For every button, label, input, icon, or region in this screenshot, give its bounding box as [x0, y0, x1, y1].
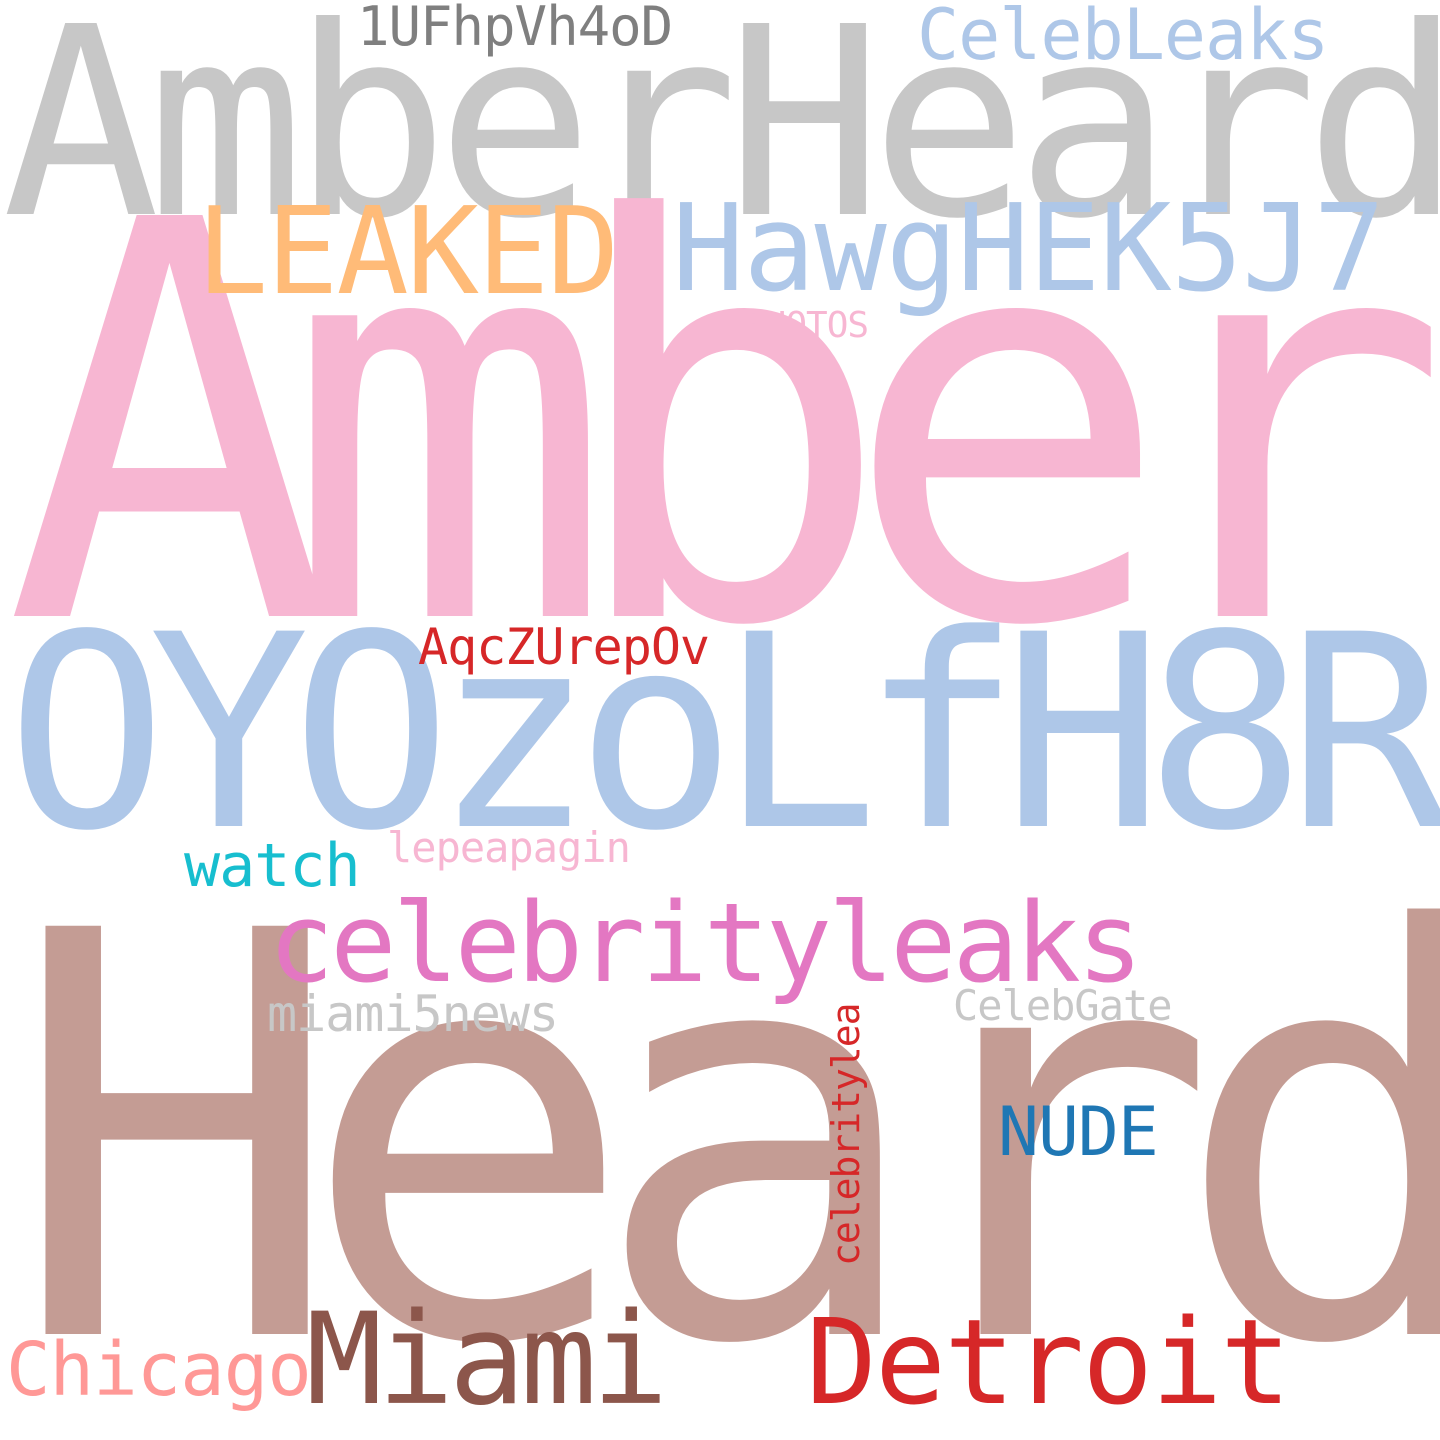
word-oyozolfh8r: OYOzoLfH8R: [6, 578, 1440, 890]
word-aqczurepov: AqcZUrepOv: [418, 618, 710, 676]
word-miami: Miami: [306, 1285, 668, 1433]
word-celebleaks: CelebLeaks: [917, 0, 1329, 76]
word-lepeapagin: lepeapagin: [387, 823, 631, 872]
word-celebritylea: celebritylea: [824, 1003, 868, 1266]
word-heard: Heard: [8, 815, 1440, 1440]
word-watch: watch: [184, 831, 361, 901]
word-hawghek5j7: HawgHEK5J7: [672, 180, 1385, 319]
word-amber: Amber: [4, 105, 1440, 746]
word-amberheard: AmberHeard: [2, 0, 1440, 276]
word-leaked: LEAKED: [196, 183, 619, 322]
word-celebgate: CelebGate: [953, 981, 1173, 1030]
word-detroit: Detroit: [806, 1293, 1291, 1431]
word-celebrityleaks: celebrityleaks: [268, 879, 1143, 1007]
word-nude: NUDE: [998, 1093, 1159, 1172]
word-1ufhpvh4od: 1UFhpVh4oD: [357, 0, 673, 58]
word-chicago: Chicago: [6, 1327, 312, 1413]
word-photos: PHOTOS: [744, 305, 869, 346]
word-miami5news: miami5news: [267, 985, 559, 1043]
